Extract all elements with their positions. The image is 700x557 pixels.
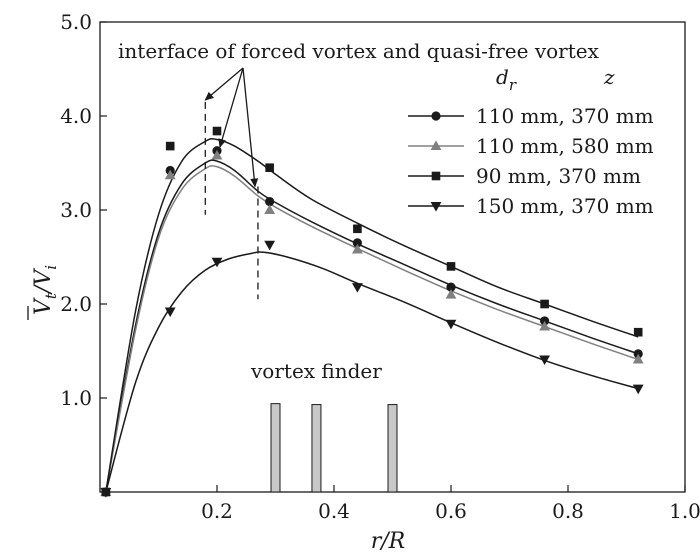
y-axis-label: Vt/Vi	[27, 265, 60, 320]
data-point-series-1	[352, 243, 363, 254]
data-point-series-2	[265, 163, 274, 172]
legend-header-dr-sub: r	[509, 76, 517, 94]
legend-header-z: z	[603, 65, 615, 89]
data-point-series-0	[265, 196, 275, 207]
vortex-finder-bars	[270, 403, 398, 493]
data-point-series-2	[446, 262, 456, 271]
data-point-series-2	[540, 299, 549, 309]
interface-arrow	[204, 67, 244, 101]
data-point-series-1	[632, 353, 644, 364]
legend: 110 mm, 370 mm 110 mm, 580 mm 90 mm, 370 m…	[408, 104, 654, 218]
interface-arrow	[218, 67, 244, 148]
data-point-series-0	[633, 349, 643, 359]
legend-label: 150 mm, 370 mm	[476, 194, 654, 218]
y-tick-label: 3.0	[60, 198, 92, 222]
data-point-series-3	[445, 319, 457, 330]
data-point-series-1	[264, 204, 276, 214]
vortex-finder-bar	[311, 404, 322, 493]
x-tick-label: 0.8	[552, 499, 584, 523]
data-point-series-3	[632, 384, 644, 395]
legend-label: 110 mm, 580 mm	[476, 134, 654, 158]
data-point-series-3	[539, 355, 550, 366]
legend-marker	[430, 140, 442, 150]
data-point-series-3	[164, 307, 176, 318]
data-point-series-1	[211, 149, 223, 160]
legend-label: 110 mm, 370 mm	[476, 104, 654, 128]
data-point-series-3	[352, 283, 363, 293]
y-tick-label: 4.0	[60, 104, 92, 128]
vortex-finder-bar	[270, 403, 281, 493]
data-point-series-2	[212, 126, 222, 136]
y-label-slash: /V	[31, 268, 56, 295]
annotation-text: interface of forced vortex and quasi-fre…	[118, 39, 600, 63]
data-point-series-1	[445, 289, 457, 299]
y-label-sub-t: t	[42, 292, 60, 299]
data-point-series-1	[164, 169, 176, 180]
data-point-series-0	[446, 282, 456, 292]
legend-marker	[430, 202, 442, 212]
legend-header-dr: d	[496, 65, 509, 89]
data-point-series-0	[352, 238, 362, 248]
x-axis-label: r/R	[371, 529, 406, 554]
vortex-finder-label: vortex finder	[250, 359, 382, 383]
x-tick-label: 0.2	[201, 499, 233, 523]
data-point-series-3	[100, 488, 112, 498]
data-point-series-3	[211, 257, 223, 268]
data-point-series-3	[264, 240, 276, 251]
axis-ticks: 0.2 0.4 0.6 0.8 1.0 1.0 2.0 3.0 4.0 5.0	[60, 10, 700, 523]
y-tick-label: 2.0	[60, 292, 92, 316]
y-tick-label: 1.0	[60, 386, 92, 410]
interface-annotation	[204, 67, 259, 300]
series-curves	[105, 138, 639, 493]
x-tick-label: 0.6	[435, 499, 467, 523]
data-point-series-0	[540, 316, 550, 326]
x-tick-label: 0.4	[318, 499, 350, 523]
data-point-series-2	[633, 327, 643, 337]
y-label-main: V	[31, 297, 56, 315]
series-line-2	[105, 138, 639, 493]
vortex-finder-bar	[387, 404, 398, 493]
legend-marker	[431, 111, 441, 121]
legend-label: 90 mm, 370 mm	[476, 164, 641, 188]
svg-text:dr: dr	[496, 65, 517, 94]
data-point-series-1	[539, 320, 550, 331]
legend-marker	[431, 171, 441, 181]
x-tick-label: 1.0	[669, 499, 700, 523]
interface-arrow	[242, 67, 259, 188]
y-tick-label: 5.0	[60, 10, 92, 34]
y-label-sub-i: i	[42, 265, 60, 270]
svg-text:Vt/Vi: Vt/Vi	[31, 265, 60, 315]
series-markers	[100, 126, 644, 498]
data-point-series-2	[165, 141, 175, 151]
data-point-series-2	[353, 224, 362, 234]
legend-header: dr z	[496, 65, 615, 94]
